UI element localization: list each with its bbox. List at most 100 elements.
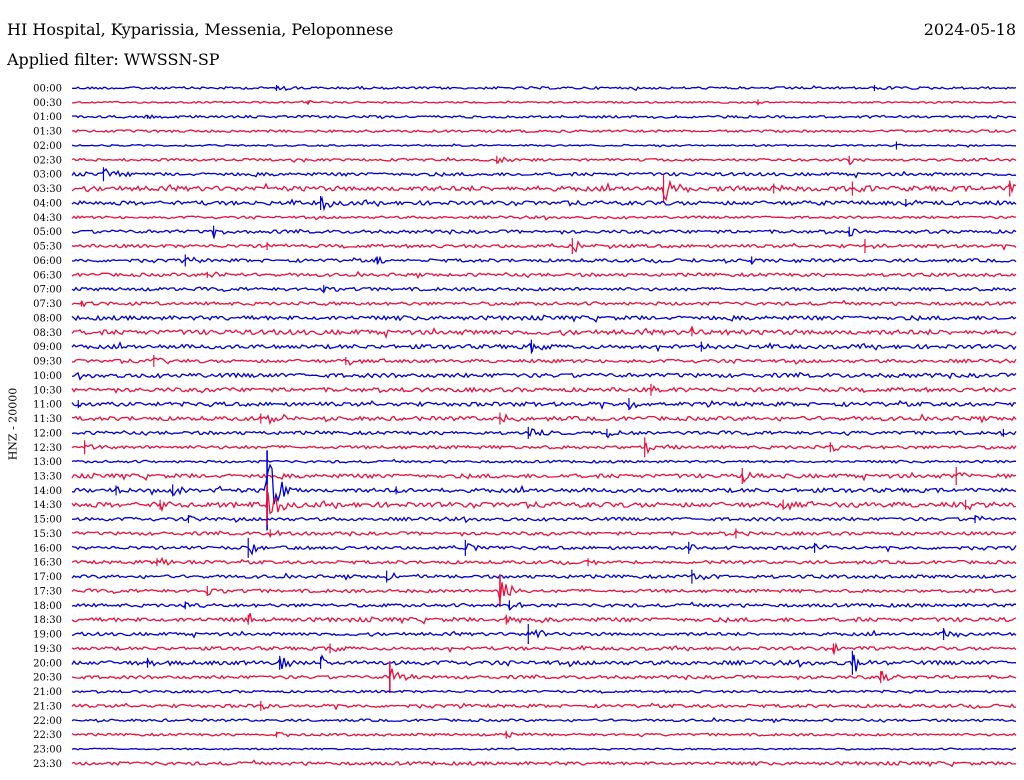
seismogram-trace-row: [71, 384, 1017, 394]
seismogram-trace-row: [71, 613, 1017, 625]
row-time-label: 05:30: [33, 242, 62, 253]
row-time-label: 14:00: [33, 486, 62, 497]
seismogram-trace-row: [71, 731, 1017, 739]
seismogram-trace-row: [71, 129, 1017, 134]
seismogram-trace-row: [71, 601, 1017, 611]
row-time-label: 02:00: [33, 141, 62, 152]
seismogram-trace-row: [71, 413, 1017, 426]
seismogram-trace-row: [71, 215, 1017, 221]
row-time-label: 10:00: [33, 371, 62, 382]
row-time-label: 08:00: [33, 313, 62, 324]
plot-date: 2024-05-18: [923, 20, 1016, 39]
seismogram-trace-row: [71, 357, 1017, 366]
row-time-label: 13:30: [33, 471, 62, 482]
filter-label: Applied filter: WWSSN-SP: [7, 50, 220, 69]
seismogram-trace-row: [71, 543, 1017, 556]
seismogram-trace-row: [71, 556, 1017, 566]
seismogram-trace-row: [71, 85, 1017, 92]
seismogram-trace-row: [71, 179, 1017, 202]
row-time-label: 16:00: [33, 543, 62, 554]
row-time-label: 11:30: [33, 414, 62, 425]
row-time-label: 20:00: [33, 658, 62, 669]
row-time-label: 23:30: [33, 759, 62, 770]
station-title: HI Hospital, Kyparissia, Messenia, Pelop…: [7, 20, 394, 39]
row-time-label: 03:00: [33, 170, 62, 181]
seismogram-trace-row: [71, 228, 1017, 240]
seismogram-trace-row: [71, 759, 1016, 768]
row-time-label: 02:30: [33, 155, 62, 166]
row-time-label: 19:00: [33, 630, 62, 641]
row-time-label: 19:30: [33, 644, 62, 655]
seismogram-trace-row: [71, 463, 1017, 505]
row-time-label: 06:30: [33, 270, 62, 281]
seismogram-trace-row: [71, 747, 1017, 751]
seismogram-trace-row: [71, 458, 1017, 464]
seismogram-trace-row: [71, 341, 1017, 353]
row-label-group: 00:00 00:30 01:00 01:30 02:00 02:30 03:00 03:30…: [33, 84, 62, 770]
seismogram-trace-row: [71, 240, 1017, 253]
row-time-label: 18:00: [33, 601, 62, 612]
seismogram-trace-row: [71, 168, 1017, 179]
seismogram-trace-row: [71, 399, 1017, 411]
row-time-label: 04:00: [33, 198, 62, 209]
seismogram-trace-row: [71, 717, 1017, 724]
row-time-label: 07:00: [33, 285, 62, 296]
row-time-label: 16:30: [33, 558, 62, 569]
row-time-label: 18:30: [33, 615, 62, 626]
row-time-label: 20:30: [33, 673, 62, 684]
row-time-label: 12:30: [33, 443, 62, 454]
row-time-label: 03:30: [33, 184, 62, 195]
seismogram-trace-row: [71, 270, 1017, 280]
row-time-label: 05:00: [33, 227, 62, 238]
row-time-label: 22:30: [33, 730, 62, 741]
row-time-label: 12:00: [33, 428, 62, 439]
seismogram-trace-row: [71, 255, 1017, 265]
row-time-label: 23:00: [33, 745, 62, 756]
row-time-label: 21:30: [33, 701, 62, 712]
seismogram-trace-row: [71, 654, 1017, 672]
row-time-label: 09:30: [33, 357, 62, 368]
seismogram-trace-row: [71, 114, 1017, 120]
row-time-label: 13:00: [33, 457, 62, 468]
row-time-label: 15:30: [33, 529, 62, 540]
row-time-label: 01:30: [33, 127, 62, 138]
seismogram-trace-row: [71, 286, 1017, 293]
trace-group: [71, 85, 1017, 768]
row-time-label: 22:00: [33, 716, 62, 727]
seismogram-trace-row: [71, 371, 1017, 381]
seismogram-trace-row: [71, 668, 1017, 682]
row-time-label: 11:00: [33, 400, 62, 411]
row-time-label: 15:00: [33, 515, 62, 526]
seismogram-trace-row: [71, 628, 1017, 639]
seismogram-trace-row: [71, 572, 1017, 581]
row-time-label: 00:30: [33, 98, 62, 109]
seismogram-trace-row: [71, 529, 1017, 537]
seismogram-trace-row: [71, 492, 1017, 515]
seismogram-trace-row: [71, 441, 1017, 455]
seismogram-trace-row: [71, 325, 1017, 339]
row-time-label: 09:00: [33, 342, 62, 353]
seismogram-trace-row: [71, 514, 1017, 524]
seismogram-trace-row: [71, 299, 1017, 308]
seismogram-trace-row: [71, 156, 1017, 166]
seismogram-trace-row: [71, 582, 1017, 602]
seismogram-trace-row: [71, 143, 1017, 148]
seismogram-trace-row: [71, 702, 1017, 711]
row-time-label: 04:30: [33, 213, 62, 224]
row-time-label: 01:00: [33, 112, 62, 123]
seismogram-trace-row: [71, 428, 1017, 439]
row-time-label: 21:00: [33, 687, 62, 698]
seismogram-trace-row: [71, 642, 1017, 656]
seismogram-trace-row: [71, 471, 1017, 484]
row-time-label: 10:30: [33, 385, 62, 396]
seismogram-trace-row: [71, 314, 1017, 323]
row-time-label: 08:30: [33, 328, 62, 339]
seismogram-trace-row: [71, 195, 1017, 212]
row-time-label: 07:30: [33, 299, 62, 310]
row-time-label: 06:00: [33, 256, 62, 267]
seismogram-trace-row: [71, 689, 1017, 694]
row-time-label: 17:30: [33, 586, 62, 597]
row-time-label: 00:00: [33, 84, 62, 95]
seismogram-trace-row: [71, 99, 1017, 106]
